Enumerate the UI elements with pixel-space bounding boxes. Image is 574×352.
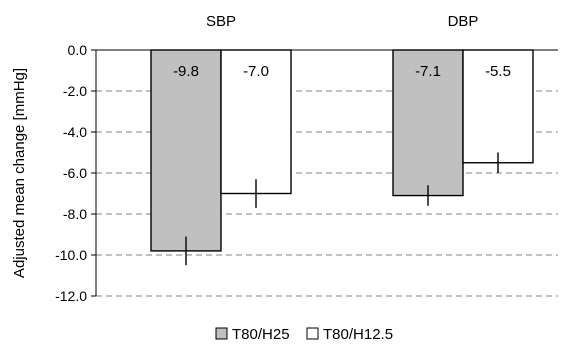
y-tick-label: 0.0 (68, 42, 88, 58)
y-tick-label: -2.0 (63, 83, 87, 99)
bar-sbp-2 (220, 49, 292, 195)
y-tick-label: -12.0 (55, 288, 87, 304)
y-axis-title: Adjusted mean change [mmHg] (11, 68, 28, 278)
legend-swatch (215, 327, 228, 340)
data-label: -5.5 (485, 63, 511, 80)
y-tick-label: -4.0 (63, 124, 87, 140)
legend: T80/H25 T80/H12.5 (215, 326, 393, 343)
bars (150, 49, 534, 266)
bar-sbp-1 (150, 49, 222, 252)
y-tick-label: -8.0 (63, 206, 87, 222)
bar-dbp-2 (462, 49, 534, 164)
y-tick-label: -6.0 (63, 165, 87, 181)
labels: -9.8 -7.0 SBP -7.1 -5.5 DBP (173, 13, 511, 80)
data-label: -7.1 (415, 63, 441, 80)
data-label: -9.8 (173, 63, 199, 80)
y-axis: 0.0 -2.0 -4.0 -6.0 -8.0 -10.0 -12.0 (55, 42, 558, 304)
legend-label: T80/H12.5 (323, 326, 393, 343)
legend-label: T80/H25 (232, 326, 290, 343)
category-label-dbp: DBP (448, 13, 479, 30)
data-label: -7.0 (243, 63, 269, 80)
legend-swatch (306, 327, 319, 340)
category-label-sbp: SBP (206, 13, 236, 30)
y-tick-label: -10.0 (55, 247, 87, 263)
